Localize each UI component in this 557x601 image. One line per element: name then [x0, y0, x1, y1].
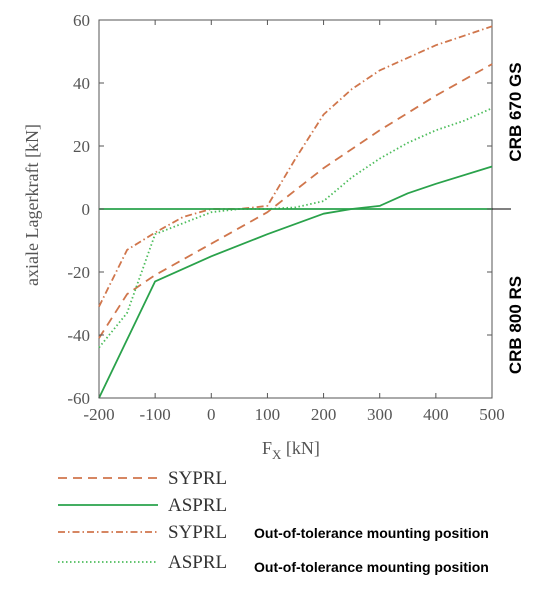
x-tick-label: -200 [83, 405, 114, 424]
x-tick-label: -100 [140, 405, 171, 424]
x-axis-label-main: F [262, 438, 272, 458]
y-tick-label: -40 [67, 326, 90, 345]
x-axis-label-sub: X [272, 447, 282, 462]
x-axis-label-unit: [kN] [281, 438, 320, 458]
series-line-syprl-out-of-tolerance [98, 25, 493, 307]
y-tick-label: 60 [73, 11, 90, 30]
legend-entry-asprl-out-of-tolerance: ASPRL Out-of-tolerance mounting position [58, 552, 489, 575]
x-tick-label: 400 [423, 405, 449, 424]
legend: SYPRL ASPRL SYPRL Out-of-tolerance mount… [58, 468, 489, 575]
series-line-asprl-out-of-tolerance [98, 107, 493, 349]
y-tick-label: 40 [73, 74, 90, 93]
legend-label-syprl-out-of-tolerance: SYPRL [168, 522, 227, 543]
y-axis-label: axiale Lagerkraft [kN] [22, 124, 42, 286]
x-tick-label: 300 [367, 405, 393, 424]
legend-entry-syprl: SYPRL [58, 468, 227, 489]
y-tick-label: -20 [67, 263, 90, 282]
x-tick-label: 0 [207, 405, 216, 424]
side-label-lower: CRB 800 RS [506, 276, 525, 374]
y-tick-label: 0 [82, 200, 91, 219]
legend-note-asprl: Out-of-tolerance mounting position [254, 559, 489, 575]
x-axis-label: FX [kN] [262, 438, 320, 462]
legend-label-asprl: ASPRL [168, 495, 227, 516]
series-line-asprl [98, 165, 493, 399]
x-tick-label: 500 [479, 405, 505, 424]
legend-label-syprl: SYPRL [168, 468, 227, 489]
legend-entry-asprl: ASPRL [58, 495, 227, 516]
x-tick-label: 100 [255, 405, 281, 424]
x-tick-label: 200 [311, 405, 337, 424]
series-line-syprl [98, 63, 493, 339]
y-tick-label: -60 [67, 389, 90, 408]
legend-label-asprl-out-of-tolerance: ASPRL [168, 552, 227, 573]
series-layer [98, 25, 493, 399]
side-label-upper: CRB 670 GS [506, 62, 525, 161]
legend-entry-syprl-out-of-tolerance: SYPRL Out-of-tolerance mounting position [58, 522, 489, 543]
y-tick-label: 20 [73, 137, 90, 156]
legend-note-syprl: Out-of-tolerance mounting position [254, 525, 489, 541]
